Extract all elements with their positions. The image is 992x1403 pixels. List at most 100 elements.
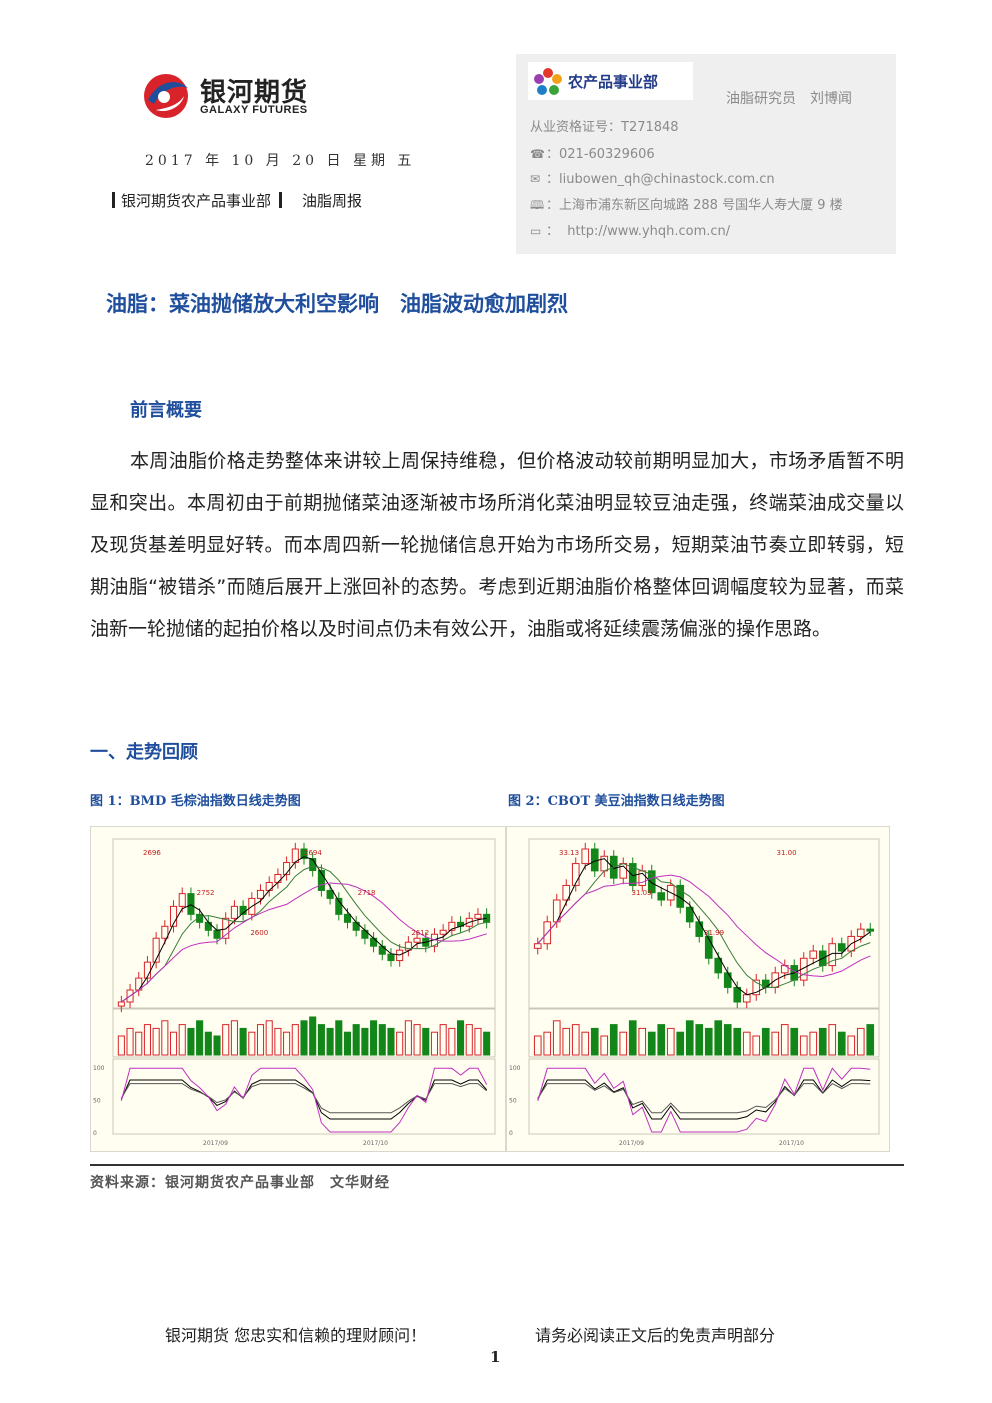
chart-panel-frame <box>112 838 496 1009</box>
volume-bar <box>695 1024 704 1056</box>
oscillator-line <box>120 1067 488 1133</box>
divider-bar <box>279 192 283 208</box>
divider-bar <box>112 192 115 208</box>
footer-disclaimer-note: 请务必阅读正文后的免责声明部分 <box>535 1326 776 1345</box>
volume-bar <box>335 1020 343 1056</box>
chart-panel-frame <box>112 1058 496 1135</box>
candle-down <box>370 937 378 947</box>
volume-bar <box>590 1027 599 1056</box>
oscillator-tick-label: 0 <box>93 1130 97 1137</box>
agri-dept-logo: 农产品事业部 <box>528 62 693 100</box>
chart-panel-frame <box>528 1058 880 1135</box>
website-link[interactable]: http://www.yhqh.com.cn/ <box>567 224 731 239</box>
email-line: ✉ ：liubowen_qh@chinastock.com.cn <box>530 168 775 187</box>
volume-bar <box>552 1020 561 1056</box>
oscillator-line <box>537 1082 871 1114</box>
moving-average-line <box>537 874 871 978</box>
flower-logo-icon <box>534 68 562 95</box>
candle-down <box>714 957 723 974</box>
candle-up <box>448 921 456 931</box>
candle-up <box>178 893 186 907</box>
candle-up <box>856 928 865 937</box>
source-divider <box>90 1164 904 1166</box>
volume-bar <box>714 1020 723 1056</box>
candle-down <box>343 913 352 923</box>
volume-bar <box>387 1027 395 1056</box>
volume-bar <box>361 1027 369 1056</box>
report-type: 油脂周报 <box>302 192 363 210</box>
chart-panel-frame <box>112 1008 496 1058</box>
volume-bar <box>265 1020 273 1056</box>
candle-down <box>213 929 221 939</box>
candle-down <box>866 928 875 932</box>
volume-bar <box>704 1027 713 1056</box>
moving-average-line <box>121 856 487 1003</box>
candle-down <box>300 848 308 860</box>
volume-bar <box>742 1031 751 1056</box>
candle-down <box>590 848 599 872</box>
candle-down <box>335 897 343 915</box>
email-address[interactable]: ：liubowen_qh@chinastock.com.cn <box>546 172 775 187</box>
candle-up <box>117 1001 125 1007</box>
volume-bar <box>248 1031 256 1056</box>
phone-number: ：021-60329606 <box>546 147 655 162</box>
address-line: 🕮 ：上海市浦东新区向城路 288 号国华人寿大厦 9 楼 <box>530 194 843 217</box>
phone-icon: ☎ <box>530 147 545 161</box>
volume-bar <box>326 1027 334 1056</box>
volume-bar <box>474 1027 482 1056</box>
oscillator-tick-label: 0 <box>509 1130 513 1137</box>
volume-bar <box>581 1031 590 1056</box>
chart-panel-frame <box>528 1008 880 1058</box>
candle-up <box>222 917 230 939</box>
galaxy-futures-logo: 银河期货 GALAXY FUTURES <box>140 70 330 122</box>
price-label: 2694 <box>304 849 322 857</box>
volume-bar <box>619 1031 628 1056</box>
x-tick-label: 2017/10 <box>779 1140 804 1147</box>
volume-bar <box>723 1024 732 1056</box>
office-address: ：上海市浦东新区向城路 288 号国华人寿大厦 9 楼 <box>546 198 843 213</box>
candle-down <box>657 892 666 901</box>
volume-bar <box>413 1024 421 1056</box>
candle-up <box>752 979 761 996</box>
volume-bar <box>274 1027 282 1056</box>
envelope-icon: ✉ <box>530 172 541 186</box>
price-label: 31.00 <box>777 849 797 857</box>
candle-down <box>387 953 395 962</box>
volume-bar <box>809 1031 818 1056</box>
oscillator-tick-label: 50 <box>93 1098 101 1105</box>
candle-down <box>647 870 656 894</box>
volume-bar <box>483 1031 491 1056</box>
candle-down <box>685 906 694 923</box>
volume-bar <box>256 1024 265 1056</box>
volume-bar <box>422 1027 430 1056</box>
candle-up <box>581 848 590 865</box>
moving-average-line <box>537 858 871 996</box>
volume-bar <box>291 1024 299 1056</box>
volume-bar <box>152 1027 160 1056</box>
bmd-palm-oil-chart: 2696 2752 2600 2694 2718 2612 100 50 0 2017/09 201… <box>90 826 506 1152</box>
candle-up <box>809 950 818 959</box>
candle-up <box>230 905 238 919</box>
volume-bar <box>343 1031 352 1056</box>
book-icon: 🕮 <box>530 198 545 212</box>
monitor-icon: ▭ <box>530 224 542 238</box>
volume-bar <box>396 1031 404 1056</box>
volume-bar <box>404 1020 412 1056</box>
price-label: 33.13 <box>559 849 579 857</box>
website-prefix: ： <box>546 224 560 239</box>
volume-bar <box>818 1027 827 1056</box>
volume-bar <box>465 1024 473 1056</box>
candle-down <box>187 893 195 915</box>
price-label: 2612 <box>411 929 429 937</box>
department-name: 银河期货农产品事业部 <box>121 192 272 210</box>
researcher-info: 油脂研究员 刘博闻 <box>726 88 852 108</box>
oscillator-line <box>120 1079 488 1120</box>
volume-bar <box>143 1024 151 1056</box>
volume-bar <box>790 1027 799 1056</box>
candle-up <box>742 994 751 1003</box>
figure-2-caption: 图 2：CBOT 美豆油指数日线走势图 <box>508 794 725 809</box>
price-label: 2696 <box>143 849 161 857</box>
logo-chinese-text: 银河期货 <box>200 78 309 108</box>
volume-bar <box>837 1031 846 1056</box>
volume-bar <box>780 1024 789 1056</box>
